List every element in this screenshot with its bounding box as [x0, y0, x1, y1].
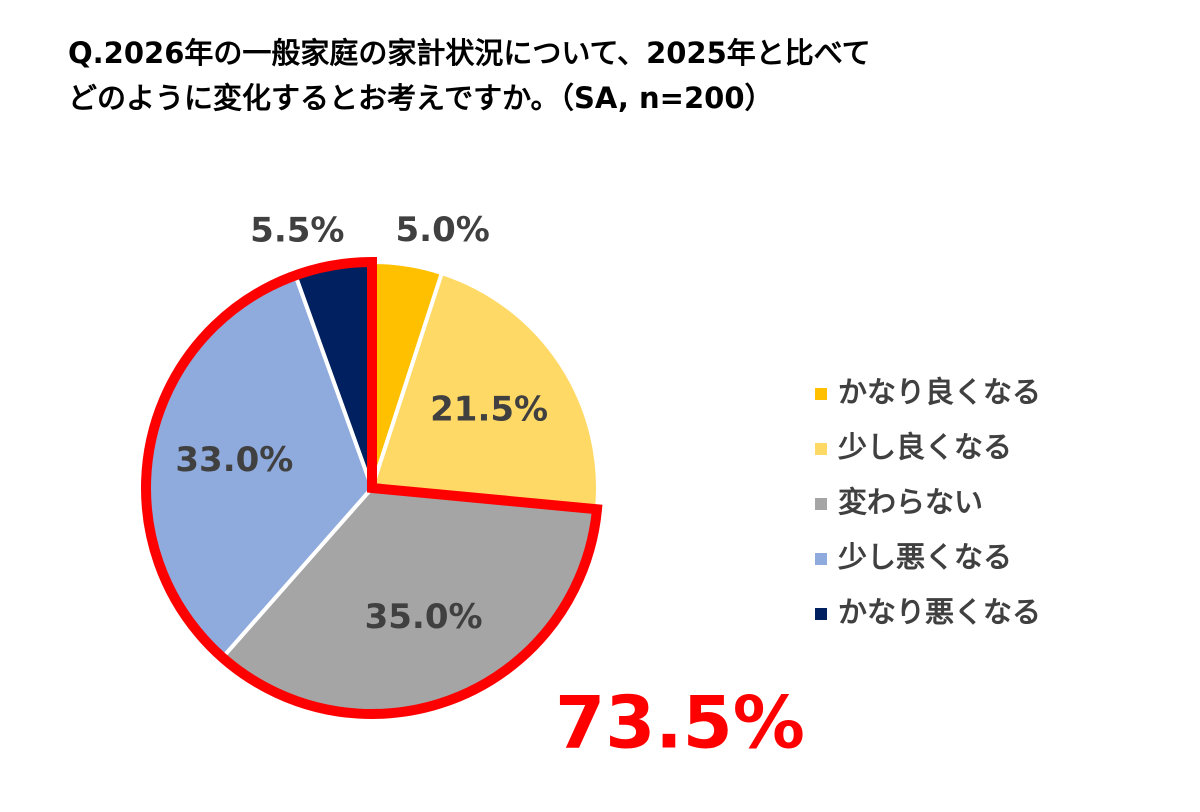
data-label: 33.0%: [175, 440, 293, 480]
legend-label: かなり悪くなる: [838, 595, 1041, 629]
legend-swatch: [815, 443, 827, 455]
data-label: 35.0%: [365, 597, 483, 637]
data-label: 21.5%: [430, 390, 548, 430]
legend-label: かなり良くなる: [838, 375, 1041, 409]
legend-swatch: [815, 388, 827, 400]
legend-swatch: [815, 498, 827, 510]
data-label: 5.0%: [396, 210, 490, 250]
annotation: 73.5%: [555, 681, 805, 765]
highlight-outline: [141, 256, 603, 719]
legend-label: 少し良くなる: [838, 430, 1012, 464]
pie-slice: [369, 270, 600, 512]
legend-swatch: [815, 608, 827, 620]
legend-label: 少し悪くなる: [838, 540, 1012, 574]
legend-swatch: [815, 553, 827, 565]
data-label: 5.5%: [250, 210, 344, 250]
chart-title: どのように変化するとお考えですか。（SA, n=200）: [68, 81, 774, 115]
legend-label: 変わらない: [838, 485, 983, 519]
chart-title: Q.2026年の一般家庭の家計状況について、2025年と比べて: [68, 36, 871, 70]
